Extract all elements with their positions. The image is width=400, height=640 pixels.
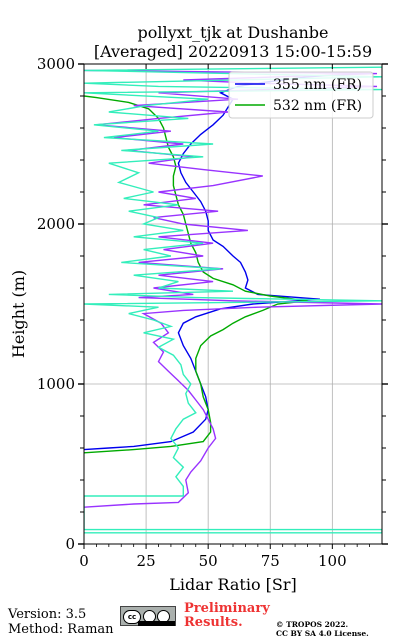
y-tick-label: 2000: [37, 215, 75, 233]
chart-title: pollyxt_tjk at Dushanbe: [137, 23, 329, 42]
x-tick-label: 50: [199, 552, 218, 570]
preliminary-line2: Results.: [184, 615, 243, 630]
method-label: Method: Raman: [8, 622, 114, 637]
series-line-1: [84, 95, 308, 454]
copyright-line1: © TROPOS 2022.: [276, 620, 349, 629]
x-tick-label: 25: [137, 552, 156, 570]
copyright-notice: © TROPOS 2022. CC BY SA 4.0 License.: [276, 620, 369, 638]
chart-subtitle: [Averaged] 20220913 15:00-15:59: [93, 42, 373, 61]
preliminary-line1: Preliminary: [184, 601, 270, 616]
copyright-line2: CC BY SA 4.0 License.: [276, 629, 369, 638]
series-line-2: [84, 69, 382, 508]
cc-license-badge: cc: [120, 606, 176, 626]
y-tick-label: 3000: [37, 55, 75, 73]
x-tick-label: 75: [261, 552, 280, 570]
legend-label: 355 nm (FR): [273, 77, 362, 93]
legend-label: 532 nm (FR): [273, 98, 362, 114]
y-tick-label: 1000: [37, 375, 75, 393]
y-tick-label: 0: [65, 535, 75, 553]
x-axis-label: Lidar Ratio [Sr]: [169, 575, 297, 594]
preliminary-notice: Preliminary Results.: [184, 602, 270, 630]
x-tick-label: 0: [79, 552, 89, 570]
license-strip: [138, 621, 175, 626]
series-line-3: [84, 66, 382, 534]
version-label: Version: 3.5: [8, 607, 87, 622]
y-axis-label: Height (m): [9, 270, 28, 358]
cc-logo-icon: cc: [123, 610, 141, 624]
x-tick-label: 100: [318, 552, 347, 570]
